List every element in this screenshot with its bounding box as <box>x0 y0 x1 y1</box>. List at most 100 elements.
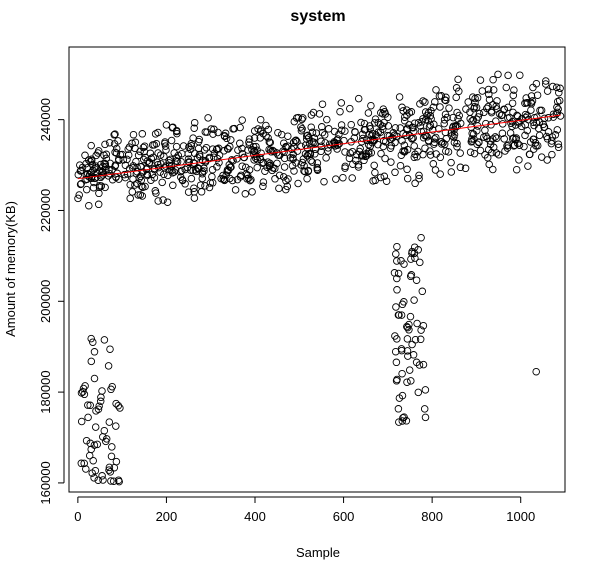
data-point <box>138 192 147 200</box>
data-point <box>259 182 267 191</box>
data-point <box>370 119 379 127</box>
data-point <box>105 466 113 474</box>
data-point <box>282 185 290 194</box>
data-point <box>476 76 485 84</box>
data-point <box>264 134 272 142</box>
data-point <box>190 118 199 127</box>
data-point <box>86 401 94 410</box>
data-point <box>500 135 508 143</box>
data-point <box>482 132 490 140</box>
data-point <box>492 149 501 157</box>
data-point <box>106 468 115 476</box>
data-point <box>466 108 474 116</box>
data-point <box>204 114 212 122</box>
data-point <box>131 138 140 147</box>
data-point <box>236 139 244 148</box>
data-point <box>489 165 497 174</box>
data-point <box>76 167 85 175</box>
data-point <box>139 155 148 164</box>
data-point <box>393 274 401 283</box>
data-point <box>339 173 347 182</box>
data-point <box>274 128 282 137</box>
data-point <box>284 142 292 150</box>
data-point <box>492 134 501 142</box>
data-point <box>105 418 114 426</box>
data-point <box>89 338 97 346</box>
data-point <box>430 120 438 129</box>
data-point <box>398 369 406 378</box>
data-point <box>112 399 120 408</box>
data-point <box>426 147 434 155</box>
data-point <box>233 155 241 163</box>
data-point <box>154 149 162 157</box>
data-point <box>494 150 503 159</box>
data-point <box>461 164 470 173</box>
data-point <box>284 132 292 140</box>
data-point <box>360 125 369 134</box>
data-point <box>469 116 478 124</box>
data-point <box>109 477 118 485</box>
data-point <box>304 166 313 175</box>
data-point <box>215 158 223 167</box>
data-point <box>307 111 316 119</box>
data-point <box>112 144 121 153</box>
data-point <box>302 135 311 143</box>
data-point <box>250 147 259 155</box>
data-point <box>96 397 105 406</box>
data-point <box>320 177 328 186</box>
data-point <box>178 149 186 158</box>
data-point <box>87 157 96 165</box>
x-tick-label: 1000 <box>506 509 535 524</box>
data-point <box>238 144 246 153</box>
data-point <box>80 390 89 399</box>
data-point <box>468 117 476 125</box>
data-point <box>123 170 132 178</box>
data-point <box>418 118 426 126</box>
data-point <box>97 182 106 190</box>
data-point <box>148 141 157 149</box>
data-point <box>475 138 483 147</box>
data-point <box>323 115 331 124</box>
data-point <box>548 137 556 145</box>
data-point <box>469 93 477 101</box>
data-point <box>116 150 125 159</box>
data-point <box>298 115 306 124</box>
data-point <box>87 141 95 150</box>
data-point <box>290 117 299 126</box>
data-point <box>223 168 231 176</box>
x-axis: 0 200 400 600 800 1000 <box>74 496 535 524</box>
data-point <box>237 171 245 180</box>
data-point <box>315 110 324 118</box>
data-point <box>298 158 307 167</box>
data-point <box>77 417 86 426</box>
data-point <box>107 452 116 461</box>
data-point <box>374 118 382 127</box>
data-point <box>394 405 403 413</box>
data-point <box>125 143 134 151</box>
data-point <box>411 119 419 127</box>
y-tick-label: 200000 <box>38 280 53 323</box>
data-point <box>114 401 123 410</box>
data-point <box>307 123 315 131</box>
x-axis-label: Sample <box>296 545 340 560</box>
data-point <box>308 128 317 137</box>
data-point <box>510 86 518 94</box>
data-point <box>497 111 506 120</box>
x-tick-label: 200 <box>156 509 178 524</box>
data-point <box>432 86 440 94</box>
data-point <box>152 139 161 148</box>
data-point <box>392 303 400 311</box>
data-point <box>362 152 371 160</box>
data-point <box>555 96 564 105</box>
data-point <box>90 474 98 482</box>
data-point <box>466 148 475 156</box>
data-point <box>382 177 391 185</box>
data-point <box>345 154 354 163</box>
data-point <box>249 150 258 159</box>
data-point <box>543 156 551 164</box>
data-point <box>291 136 300 145</box>
data-point <box>311 150 319 158</box>
data-point <box>426 151 435 159</box>
x-tick-label: 0 <box>74 509 81 524</box>
data-point <box>392 358 401 367</box>
